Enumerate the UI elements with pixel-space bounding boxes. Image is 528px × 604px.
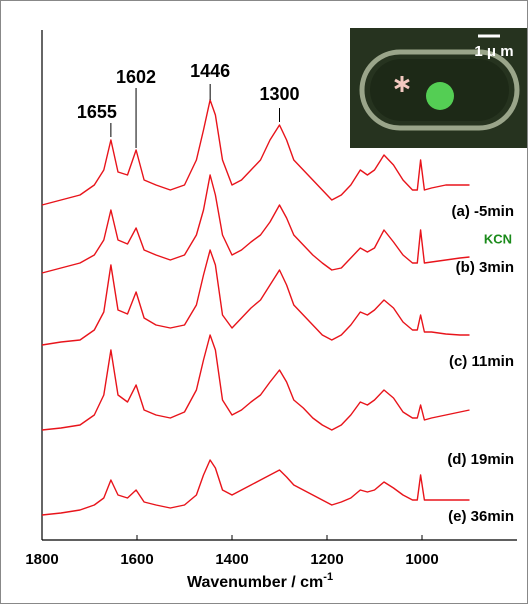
scale-label: 1 μ m [474, 43, 513, 60]
series-label: (e) 36min [448, 508, 514, 525]
series-label: (c) 11min [449, 353, 514, 370]
spectrum-line [41, 249, 470, 346]
x-axis-label-superscript: -1 [323, 571, 333, 583]
star-marker [394, 76, 410, 92]
series-label: (d) 19min [447, 451, 514, 468]
x-axis-label: Wavenumber / cm-1 [187, 571, 333, 591]
series-label: (a) -5min [451, 203, 514, 220]
x-tick-label: 1600 [120, 551, 153, 568]
peak-label: 1655 [77, 102, 117, 122]
cell-outline [359, 49, 520, 131]
spectrum-line [41, 99, 470, 206]
series-label: (b) 3min [456, 259, 514, 276]
x-tick-label: 1200 [310, 551, 343, 568]
spectrum-line [41, 459, 470, 516]
x-tick-label: 1000 [405, 551, 438, 568]
peak-label: 1300 [259, 84, 299, 104]
fluorescent-spot [426, 82, 454, 110]
x-tick-label: 1400 [215, 551, 248, 568]
spectrum-line [41, 334, 470, 431]
inset-image [350, 28, 527, 148]
x-axis-label-text: Wavenumber / cm [187, 574, 323, 591]
x-tick-label: 1800 [25, 551, 58, 568]
peak-label: 1446 [190, 61, 230, 81]
peak-label: 1602 [116, 67, 156, 87]
spectrum-line [41, 174, 470, 274]
annotation: KCN [484, 231, 512, 246]
